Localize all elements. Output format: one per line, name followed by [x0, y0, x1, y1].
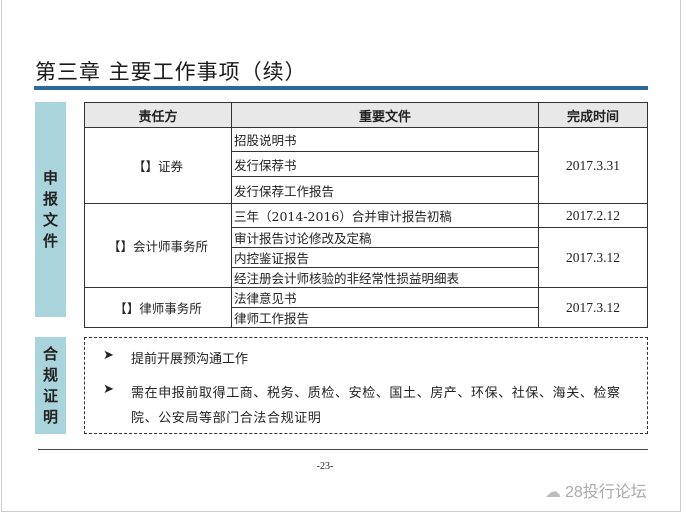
bullet-item: 提前开展预沟通工作: [131, 352, 249, 367]
doc-cell: 内控鉴证报告: [231, 247, 539, 268]
wechat-icon: ☁: [545, 484, 561, 501]
page-title: 第三章 主要工作事项（续）: [35, 60, 307, 84]
bullet-item: 需在申报前取得工商、税务、质检、安检、国土、房产、环保、社保、海关、检察院、公安…: [131, 386, 621, 426]
party-cell: 【】律师事务所: [84, 287, 232, 328]
label-char: 证: [42, 386, 58, 405]
arrow-bullet-icon: ➤: [103, 382, 114, 397]
doc-cell: 法律意见书: [231, 287, 539, 308]
doc-cell: 经注册会计师核验的非经常性损益明细表: [231, 267, 539, 288]
date-cell: 2017.3.12: [538, 287, 648, 328]
watermark-text: 28投行论坛: [565, 484, 647, 501]
doc-cell: 招股说明书: [231, 127, 539, 152]
table-row: 【】会计师事务所 三年（2014-2016）合并审计报告初稿 2017.2.12: [84, 203, 648, 288]
label-char: 件: [42, 231, 58, 250]
table-row: 律师工作报告: [85, 307, 648, 328]
table-header-row: 责任方 重要文件 完成时间: [84, 102, 648, 128]
table-row: 【】证券 招股说明书 2017.3.31: [84, 127, 648, 204]
table-row: 【】律师事务所 法律意见书 2017.3.12: [84, 287, 648, 328]
label-char: 明: [42, 407, 58, 426]
doc-cell: 审计报告讨论修改及定稿: [231, 227, 539, 248]
label-char: 规: [42, 365, 58, 384]
section-label-compliance: 合 规 证 明: [35, 337, 66, 434]
table-row: 经注册会计师核验的非经常性损益明细表: [85, 267, 648, 288]
filing-documents-table: 责任方 重要文件 完成时间 【】证券 招股说明书 2017.3.31 发行保荐书…: [84, 102, 648, 328]
header-documents: 重要文件: [231, 102, 539, 128]
date-cell: 2017.3.12: [538, 227, 648, 288]
footer-divider: [38, 449, 648, 450]
table-row: 发行保荐工作报告: [85, 176, 648, 204]
page-number: -23-: [316, 461, 334, 472]
arrow-bullet-icon: ➤: [103, 348, 114, 363]
header-deadline: 完成时间: [538, 102, 648, 128]
label-char: 报: [42, 189, 58, 208]
doc-cell: 发行保荐书: [231, 151, 539, 177]
doc-cell: 发行保荐工作报告: [231, 176, 539, 204]
section-label-filing-docs: 申 报 文 件: [35, 102, 66, 317]
title-underline: [34, 86, 648, 90]
doc-cell: 律师工作报告: [231, 307, 539, 328]
doc-cell: 三年（2014-2016）合并审计报告初稿: [231, 203, 539, 228]
party-cell: 【】证券: [84, 127, 232, 204]
party-cell: 【】会计师事务所: [84, 203, 232, 288]
date-cell: 2017.2.12: [538, 203, 648, 228]
compliance-box: ➤ 提前开展预沟通工作 ➤ 需在申报前取得工商、税务、质检、安检、国土、房产、环…: [84, 337, 648, 434]
table-row: 发行保荐书: [85, 151, 648, 177]
date-cell: 2017.3.31: [538, 127, 648, 204]
label-char: 文: [42, 210, 58, 229]
header-party: 责任方: [84, 102, 232, 128]
label-char: 合: [42, 344, 58, 363]
watermark: ☁ 28投行论坛: [545, 478, 647, 502]
label-char: 申: [42, 168, 58, 187]
